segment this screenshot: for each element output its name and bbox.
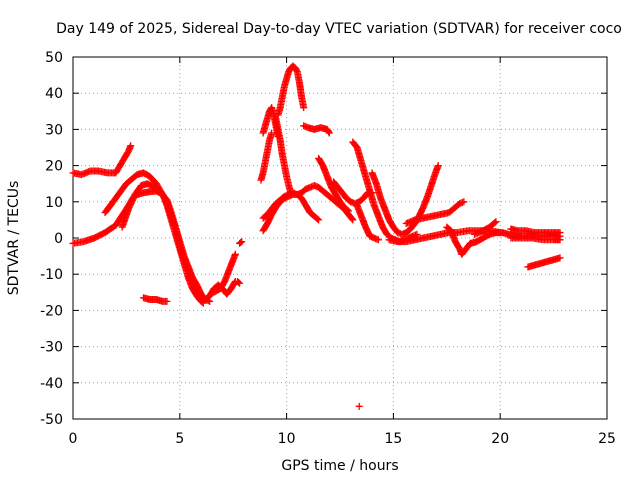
- x-tick-label: 0: [69, 431, 78, 447]
- y-tick-label: 0: [54, 231, 63, 247]
- data-point-arc-s: [374, 236, 382, 244]
- data-point-arc-aa: [556, 229, 564, 237]
- data-point-arc-u: [434, 162, 442, 170]
- data-point-arc-i: [349, 216, 357, 224]
- data-point-arc-h: [237, 239, 245, 247]
- data-point-arc-b: [127, 142, 135, 150]
- data-point-arc-d: [206, 297, 214, 305]
- x-axis-label: GPS time / hours: [281, 458, 398, 474]
- data-point-arc-h: [238, 238, 246, 246]
- x-tick-label: 5: [175, 431, 184, 447]
- x-tick-label: 25: [598, 431, 616, 447]
- y-tick-label: -10: [40, 267, 63, 283]
- data-point-arc-n: [287, 189, 295, 197]
- y-tick-label: -40: [40, 376, 63, 392]
- axis-ticks: 0 5 10 15 20 25 -50 -40 -30 -20 -10 0 10 20 30 40 50: [40, 50, 616, 447]
- y-tick-label: 50: [45, 50, 63, 66]
- x-tick-label: 10: [278, 431, 296, 447]
- data-point-arc-j: [314, 215, 322, 223]
- data-point-arc-o: [325, 129, 333, 137]
- chart-title: Day 149 of 2025, Sidereal Day-to-day VTE…: [56, 21, 622, 37]
- data-point-arc-ab: [556, 236, 564, 244]
- data-point-arc-w: [460, 198, 468, 206]
- y-tick-label: -50: [40, 412, 63, 428]
- data-point-arc-r: [413, 230, 421, 238]
- data-point-arc-t: [355, 402, 363, 410]
- data-point-arc-p: [343, 206, 351, 214]
- data-point-arc-p: [345, 207, 353, 215]
- data-points: [69, 62, 564, 410]
- y-tick-label: -30: [40, 340, 63, 356]
- y-tick-label: 10: [45, 195, 63, 211]
- y-axis-label: SDTVAR / TECUs: [6, 181, 22, 296]
- data-point-arc-z: [492, 218, 500, 226]
- data-point-arc-l: [268, 129, 276, 137]
- data-point-arc-j: [315, 216, 323, 224]
- x-tick-label: 15: [384, 431, 402, 447]
- data-point-arc-z: [491, 219, 499, 227]
- y-tick-label: 30: [45, 122, 63, 138]
- data-point-arc-i: [348, 215, 356, 223]
- data-point-arc-g: [236, 279, 244, 287]
- data-point-arc-o: [325, 128, 333, 136]
- data-point-arc-m: [300, 104, 308, 112]
- y-tick-label: 40: [45, 86, 63, 102]
- data-point-arc-ac: [556, 254, 564, 262]
- y-tick-label: -20: [40, 303, 63, 319]
- y-tick-label: 20: [45, 159, 63, 175]
- data-point-arc-e: [163, 297, 171, 305]
- x-tick-label: 20: [491, 431, 509, 447]
- data-point-arc-g: [235, 278, 243, 286]
- data-point-arc-f: [231, 250, 239, 258]
